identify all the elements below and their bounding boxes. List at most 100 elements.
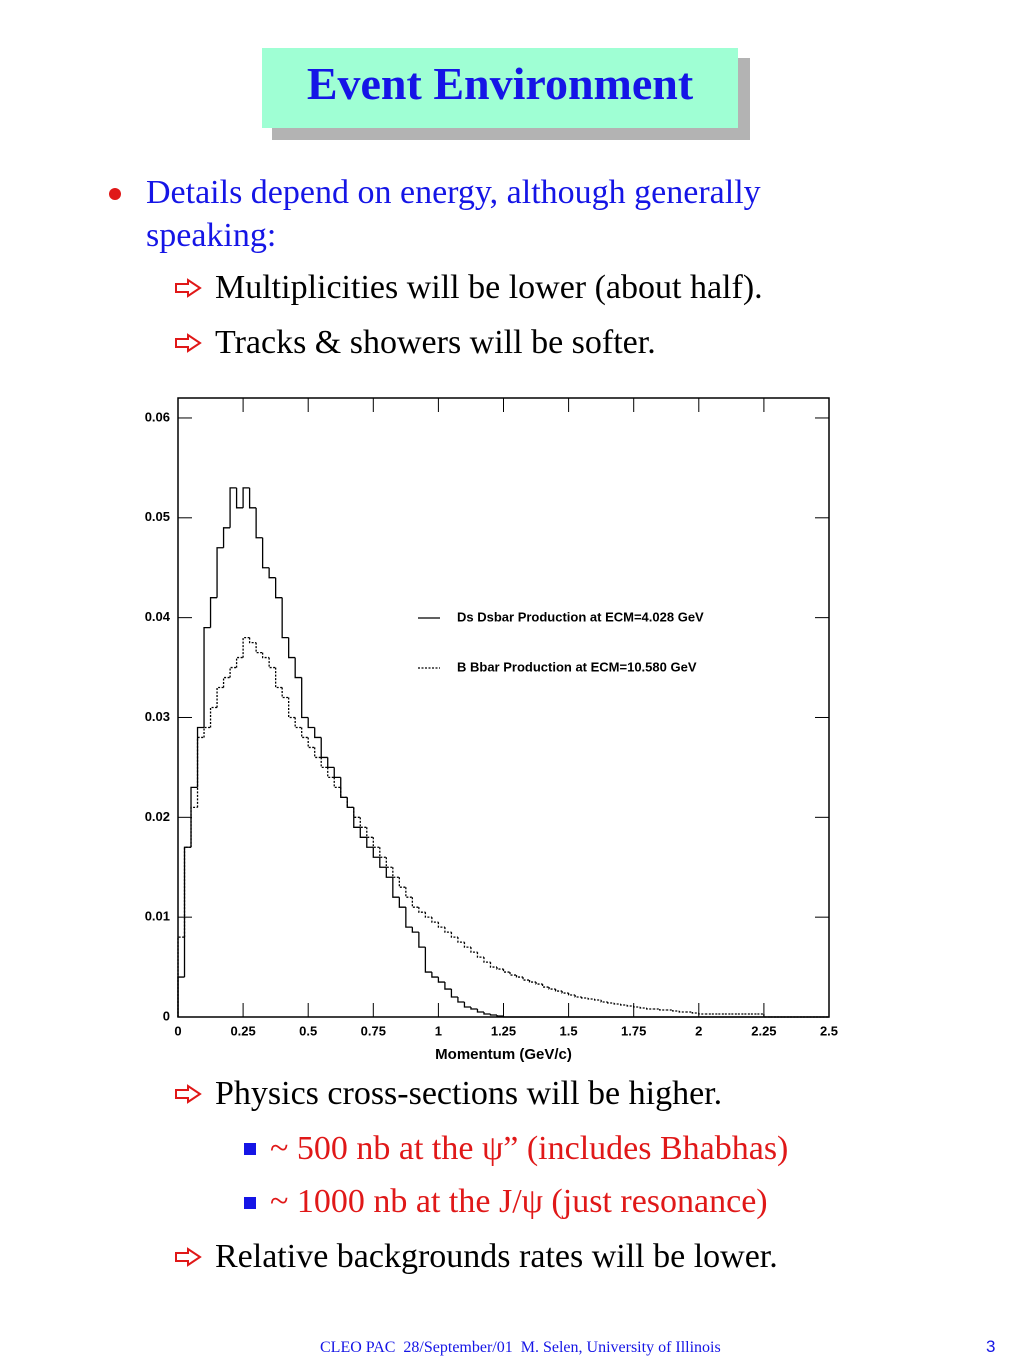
histogram-bin [346,797,354,808]
histogram-bin [255,642,263,654]
histogram-bin [366,827,374,838]
y-tick-label: 0.02 [145,809,170,824]
histogram-bin [379,847,387,858]
histogram-bin [470,1007,478,1010]
histogram-bin [483,1012,491,1015]
histogram-bin [275,577,283,599]
histogram-bin [398,897,406,908]
histogram-bin [561,991,569,994]
bullet-text: Details depend on energy, although gener… [146,174,761,254]
x-tick-label: 2.5 [820,1023,838,1038]
histogram-bin [418,907,426,913]
histogram-bin [626,1005,634,1007]
histogram-bin [646,1008,654,1010]
histogram-bin [496,967,504,970]
histogram-bin [411,927,419,933]
histogram-bin [567,993,576,996]
histogram-bin [444,927,452,933]
legend-label: B Bbar Production at ECM=10.580 GeV [457,659,697,674]
histogram-bin [463,1002,471,1008]
histogram-bin [411,897,419,908]
histogram-bin [607,1002,615,1004]
page-number: 3 [986,1337,996,1356]
histogram-bin [190,806,198,848]
histogram-bin [301,727,309,739]
histogram-bin [248,637,257,644]
histogram-bin [307,737,315,749]
sub-item: Tracks & showers will be softer. [215,324,656,361]
y-tick-label: 0.04 [145,609,171,624]
histogram-bin [327,767,335,779]
histogram-bin [418,932,426,948]
histogram-bin [183,846,192,938]
sub-sub-item: ~ 500 nb at the ψ” (includes Bhabhas) [270,1130,789,1167]
histogram-bin [327,757,335,769]
histogram-bin [281,687,289,699]
histogram-bin [261,537,270,569]
histogram-bin [405,887,413,898]
arrow-icon [175,278,202,298]
histogram-bin [659,1009,667,1011]
histogram-bin [222,527,231,548]
histogram-bin [633,1006,641,1008]
histogram-bin [320,737,328,759]
histogram-bin [333,767,341,779]
slide-title: Event Environment [306,58,694,109]
histogram-bin [366,837,374,848]
histogram-bin [522,977,530,981]
sub-item: Multiplicities will be lower (about half… [215,269,763,306]
histogram-bin [698,1013,706,1015]
square-bullet [244,1143,256,1155]
histogram-bin [541,984,550,988]
histogram-bin [509,972,517,976]
histogram-bin [359,817,367,828]
y-tick-label: 0.05 [145,509,170,524]
histogram-bin [288,637,296,659]
histogram-bin [177,976,185,1017]
title-box [262,48,738,128]
histogram-bin [483,957,491,963]
histogram-bin [528,980,537,983]
x-tick-label: 0.75 [361,1023,386,1038]
histogram-bin [678,1011,686,1013]
histogram-bin [268,657,276,669]
histogram-bin [593,999,602,1001]
histogram-bin [216,686,224,708]
histogram-bin [229,487,237,528]
histogram-bin [196,736,205,808]
histogram-bin [190,786,198,848]
histogram-bin [261,652,270,659]
bullet-dot [109,188,121,200]
histogram-bin [372,837,380,848]
histogram-bin [554,989,563,992]
histogram-bin [301,677,309,719]
histogram-bin [463,942,471,948]
histogram-bin [489,1014,497,1016]
sub-sub-item: ~ 1000 nb at the J/ψ (just resonance) [270,1183,768,1220]
histogram-bin [196,726,205,788]
histogram-bin [424,912,432,918]
histogram-bin [340,787,348,799]
histogram-bin [222,676,231,688]
histogram-bin [450,932,458,938]
histogram-bin [320,757,328,769]
histogram-bin [209,706,218,728]
histogram-bin [307,717,315,729]
histogram-bin [281,597,289,639]
histogram-bin [489,962,497,968]
y-tick-label: 0 [163,1008,170,1023]
histogram-bin [379,857,387,868]
y-tick-label: 0.03 [145,709,170,724]
x-tick-label: 1.75 [621,1023,646,1038]
histogram-bin [255,507,263,539]
histogram-bin [476,1009,484,1013]
histogram-bin [203,726,211,738]
histogram-bin [294,717,302,729]
histogram-bin [242,636,250,658]
histogram-bin [502,1016,511,1018]
histogram-bin [437,977,445,983]
histogram-bin [515,975,524,978]
x-axis-label: Momentum (GeV/c) [435,1046,572,1063]
y-tick-label: 0.06 [145,409,170,424]
